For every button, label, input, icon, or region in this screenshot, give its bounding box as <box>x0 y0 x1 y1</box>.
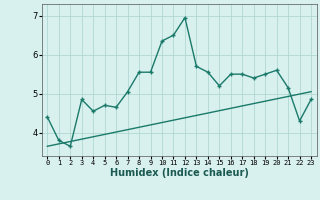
X-axis label: Humidex (Indice chaleur): Humidex (Indice chaleur) <box>110 168 249 178</box>
